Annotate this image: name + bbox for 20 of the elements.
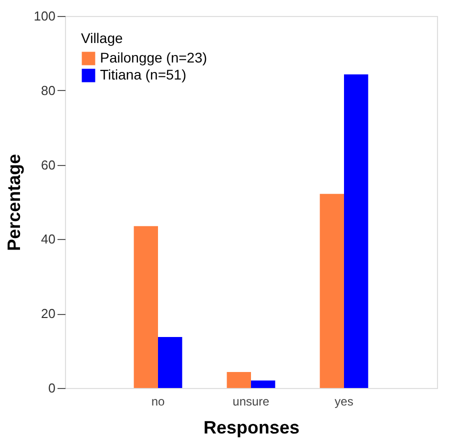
y-axis-title: Percentage (4, 154, 24, 252)
y-tick-label: 0 (48, 380, 56, 396)
legend-label: Titiana (n=51) (100, 66, 186, 82)
legend-title: Village (81, 30, 123, 46)
bar (320, 194, 344, 388)
bar (251, 380, 276, 388)
y-tick-label: 100 (34, 8, 56, 24)
legend-label: Pailongge (n=23) (100, 50, 208, 66)
bar (344, 74, 368, 388)
x-tick-label: unsure (232, 394, 270, 408)
x-axis-title: Responses (203, 418, 300, 438)
y-tick-label: 60 (41, 157, 56, 172)
y-tick-label: 20 (41, 306, 56, 322)
bar (134, 226, 158, 388)
y-tick-label: 80 (41, 82, 56, 98)
x-tick-label: no (151, 394, 165, 408)
x-tick-label: yes (334, 394, 354, 408)
bar (226, 372, 251, 388)
bar (158, 337, 182, 388)
y-tick-label: 40 (41, 232, 56, 247)
